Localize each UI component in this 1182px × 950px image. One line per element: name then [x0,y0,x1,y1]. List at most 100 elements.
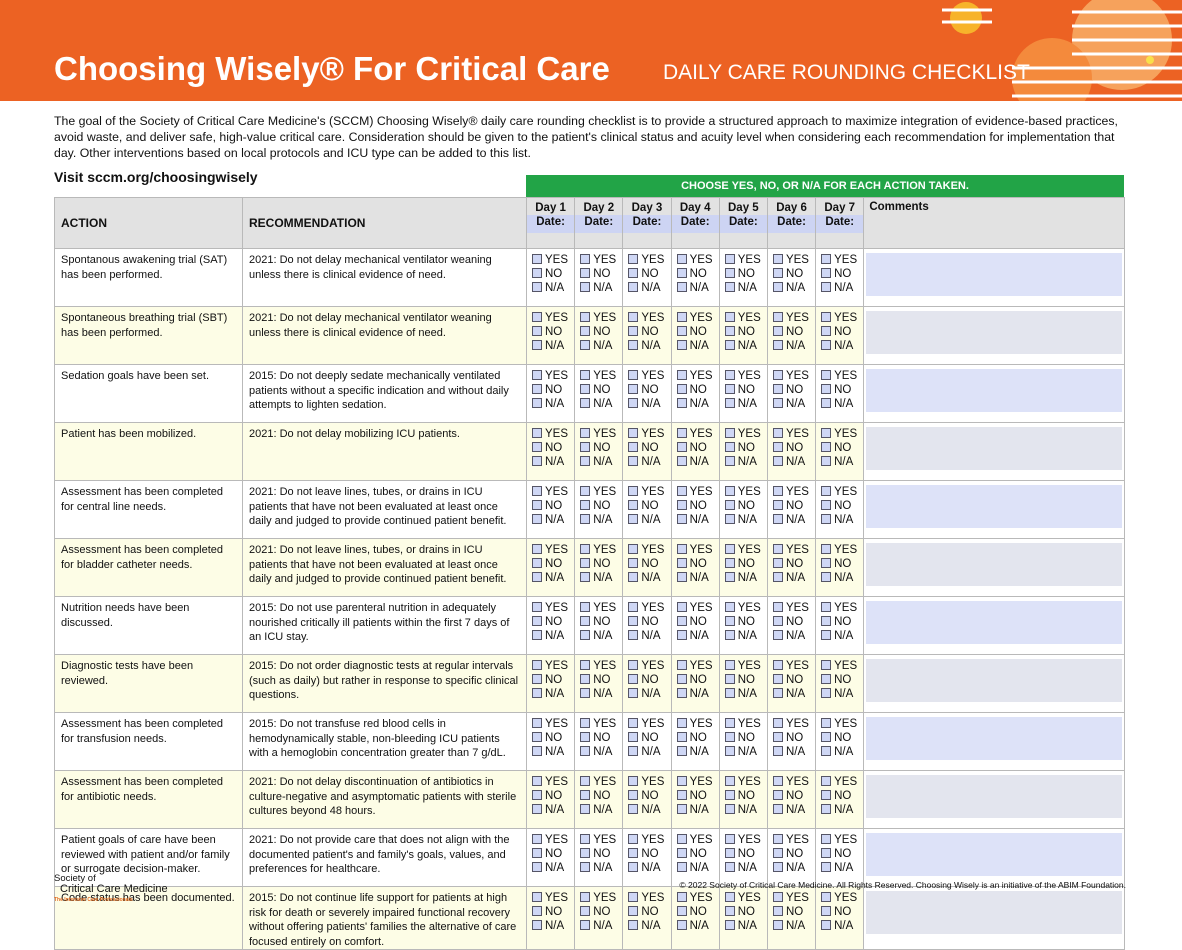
option[interactable]: YES [724,369,767,383]
option[interactable]: NO [772,267,815,281]
option[interactable]: N/A [676,339,719,353]
option[interactable]: NO [676,673,719,687]
option[interactable]: YES [724,253,767,267]
checkbox[interactable] [821,340,832,351]
option[interactable]: NO [821,383,863,397]
checkbox[interactable] [676,906,687,917]
option[interactable]: NO [628,383,670,397]
date-label[interactable]: Date: [527,215,575,233]
checkbox[interactable] [532,892,542,902]
checkbox[interactable] [580,718,591,728]
option[interactable]: YES [821,775,863,789]
option[interactable]: YES [772,427,815,441]
option[interactable]: N/A [532,919,574,933]
checkbox[interactable] [628,804,639,815]
option[interactable]: N/A [628,281,670,295]
checkbox[interactable] [724,254,735,264]
checkbox[interactable] [628,282,639,293]
checkbox[interactable] [532,834,542,844]
option[interactable]: NO [580,731,622,745]
comments-field[interactable] [866,485,1122,528]
option[interactable]: NO [628,673,670,687]
checkbox[interactable] [676,862,687,873]
checkbox[interactable] [676,428,687,438]
option[interactable]: N/A [628,687,670,701]
option[interactable]: N/A [724,745,767,759]
checkbox[interactable] [772,674,783,685]
option[interactable]: YES [772,311,815,325]
checkbox[interactable] [676,544,687,554]
option[interactable]: YES [580,891,622,905]
option[interactable]: NO [580,441,622,455]
checkbox[interactable] [532,370,542,380]
checkbox[interactable] [724,718,735,728]
option[interactable]: NO [676,267,719,281]
checkbox[interactable] [724,340,735,351]
checkbox[interactable] [628,514,639,525]
checkbox[interactable] [580,920,591,931]
option[interactable]: N/A [676,629,719,643]
option[interactable]: YES [772,717,815,731]
checkbox[interactable] [580,456,591,467]
checkbox[interactable] [532,254,542,264]
checkbox[interactable] [772,892,783,902]
checkbox[interactable] [821,776,832,786]
checkbox[interactable] [724,746,735,757]
checkbox[interactable] [676,892,687,902]
option[interactable]: YES [772,659,815,673]
checkbox[interactable] [580,500,591,511]
option[interactable]: NO [724,789,767,803]
checkbox[interactable] [628,312,639,322]
checkbox[interactable] [628,718,639,728]
checkbox[interactable] [532,268,542,279]
option[interactable]: NO [580,905,622,919]
option[interactable]: YES [676,427,719,441]
option[interactable]: YES [580,543,622,557]
checkbox[interactable] [821,398,832,409]
option[interactable]: N/A [676,513,719,527]
option[interactable]: YES [724,485,767,499]
checkbox[interactable] [628,370,639,380]
option[interactable]: N/A [821,339,863,353]
option[interactable]: NO [532,383,574,397]
checkbox[interactable] [772,254,783,264]
option[interactable]: N/A [628,919,670,933]
checkbox[interactable] [772,746,783,757]
checkbox[interactable] [676,268,687,279]
option[interactable]: N/A [724,861,767,875]
option[interactable]: N/A [532,571,574,585]
checkbox[interactable] [772,630,783,641]
checkbox[interactable] [580,282,591,293]
checkbox[interactable] [724,602,735,612]
option[interactable]: NO [532,673,574,687]
checkbox[interactable] [772,456,783,467]
checkbox[interactable] [532,906,542,917]
option[interactable]: YES [628,833,670,847]
option[interactable]: NO [724,325,767,339]
option[interactable]: YES [532,253,574,267]
checkbox[interactable] [821,848,832,859]
checkbox[interactable] [821,674,832,685]
option[interactable]: N/A [772,803,815,817]
checkbox[interactable] [532,456,542,467]
option[interactable]: YES [676,369,719,383]
checkbox[interactable] [772,732,783,743]
checkbox[interactable] [676,398,687,409]
checkbox[interactable] [724,486,735,496]
checkbox[interactable] [532,732,542,743]
checkbox[interactable] [724,326,735,337]
checkbox[interactable] [772,514,783,525]
option[interactable]: YES [628,311,670,325]
option[interactable]: N/A [724,397,767,411]
option[interactable]: YES [772,891,815,905]
option[interactable]: NO [628,789,670,803]
option[interactable]: NO [821,789,863,803]
option[interactable]: YES [772,601,815,615]
checkbox[interactable] [676,718,687,728]
checkbox[interactable] [532,282,542,293]
checkbox[interactable] [532,514,542,525]
option[interactable]: N/A [532,745,574,759]
checkbox[interactable] [628,746,639,757]
option[interactable]: YES [628,253,670,267]
option[interactable]: N/A [772,455,815,469]
